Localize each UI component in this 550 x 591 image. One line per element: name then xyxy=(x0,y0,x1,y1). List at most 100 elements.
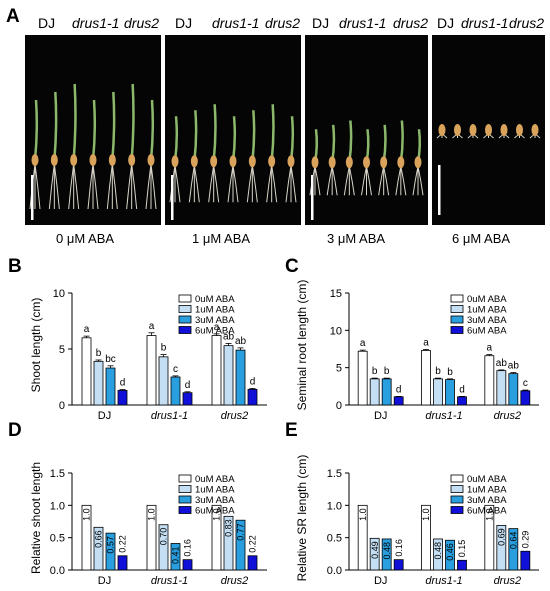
bar xyxy=(433,378,443,406)
bar xyxy=(421,504,431,571)
genotype-label: DJ xyxy=(38,15,56,31)
legend-swatch xyxy=(450,506,464,514)
bar xyxy=(158,524,169,571)
value-label: 0.46 xyxy=(445,543,455,561)
bar xyxy=(117,390,128,406)
value-label: 0.49 xyxy=(370,541,380,559)
legend-label: 3uM ABA xyxy=(195,315,235,326)
bar xyxy=(146,335,157,406)
genotype-label: drus2 xyxy=(393,15,429,31)
category-label: DJ xyxy=(98,575,111,587)
bar xyxy=(369,378,380,406)
scale-bar xyxy=(31,175,34,220)
panel-letter-d: D xyxy=(8,420,22,441)
bar xyxy=(81,504,92,571)
value-label: 0.41 xyxy=(171,546,181,564)
legend-swatch xyxy=(178,474,192,483)
bar xyxy=(117,555,128,571)
scale-bar xyxy=(311,175,314,220)
seedling-photo-2 xyxy=(165,35,301,225)
y-tick-label: 0.0 xyxy=(327,565,342,577)
panel-letter-b: B xyxy=(8,256,22,277)
value-label: 1.0 xyxy=(484,508,494,521)
significance-letter: bc xyxy=(105,354,116,365)
legend-label: 0uM ABA xyxy=(195,294,235,305)
significance-letter: ab xyxy=(235,336,247,347)
value-label: 0.70 xyxy=(159,528,169,546)
y-tick-label: 1.0 xyxy=(50,500,65,512)
bar xyxy=(496,524,507,571)
bar xyxy=(105,532,116,571)
significance-letter: ab xyxy=(223,331,235,342)
legend-swatch xyxy=(178,506,192,514)
legend-label: 1uM ABA xyxy=(195,485,235,496)
legend-label: 1uM ABA xyxy=(195,305,235,316)
bar xyxy=(146,504,157,571)
bar xyxy=(170,543,181,571)
bar xyxy=(484,504,495,571)
value-label: 1.0 xyxy=(82,508,92,521)
significance-letter: a xyxy=(149,321,155,332)
bar xyxy=(170,376,181,406)
legend-label: 6uM ABA xyxy=(467,506,507,517)
legend-swatch xyxy=(450,315,464,324)
legend-swatch xyxy=(178,485,192,493)
value-label: 0.16 xyxy=(394,539,404,557)
y-tick-label: 1.5 xyxy=(50,468,65,480)
legend-swatch xyxy=(450,485,464,493)
significance-letter: b xyxy=(435,366,441,377)
seedling-photo-4 xyxy=(432,35,545,225)
legend-swatch xyxy=(450,305,464,313)
bar xyxy=(520,390,531,406)
seedling-photo-1 xyxy=(25,35,161,225)
legend-label: 3uM ABA xyxy=(467,495,507,506)
significance-letter: d xyxy=(396,384,402,395)
category-label: drus1-1 xyxy=(425,410,462,422)
genotype-label: DJ xyxy=(312,15,330,31)
significance-letter: a xyxy=(487,343,493,354)
genotype-label: DJ xyxy=(437,15,455,31)
bar xyxy=(357,350,368,406)
bar xyxy=(433,538,443,571)
significance-letter: a xyxy=(214,322,220,333)
value-label: 0.77 xyxy=(236,523,246,541)
significance-letter: a xyxy=(360,338,366,349)
bar xyxy=(496,370,507,406)
significance-letter: b xyxy=(161,343,167,354)
bar xyxy=(445,539,455,571)
bar xyxy=(357,504,368,571)
legend-label: 6uM ABA xyxy=(467,326,507,337)
value-label: 0.22 xyxy=(248,535,258,553)
significance-letter: d xyxy=(250,376,256,387)
value-label: 0.48 xyxy=(433,542,443,560)
significance-letter: b xyxy=(372,366,378,377)
legend-swatch xyxy=(178,294,192,303)
seedling-photo-3 xyxy=(305,35,428,225)
significance-letter: d xyxy=(120,378,126,389)
legend-swatch xyxy=(450,326,464,334)
category-label: drus2 xyxy=(494,410,522,422)
y-tick-label: 0 xyxy=(59,400,65,412)
scale-bar xyxy=(171,175,174,220)
value-label: 1.0 xyxy=(421,508,431,521)
genotype-label: drus2 xyxy=(265,15,301,31)
y-tick-label: 10 xyxy=(330,325,342,337)
bar xyxy=(182,559,193,571)
legend-swatch xyxy=(178,305,192,313)
bar xyxy=(247,388,258,406)
legend-label: 6uM ABA xyxy=(195,326,235,337)
bar xyxy=(223,515,234,571)
value-label: 1.0 xyxy=(358,508,368,521)
value-label: 0.22 xyxy=(118,535,128,553)
bar xyxy=(508,528,519,571)
value-label: 0.66 xyxy=(94,530,104,548)
category-label: drus2 xyxy=(221,410,249,422)
value-label: 0.69 xyxy=(496,528,506,546)
legend-swatch xyxy=(178,315,192,324)
y-tick-label: 0.5 xyxy=(327,533,342,545)
condition-label: 0 μM ABA xyxy=(56,231,115,246)
bar xyxy=(508,373,519,406)
legend-label: 0uM ABA xyxy=(467,294,507,305)
bar xyxy=(393,559,404,571)
